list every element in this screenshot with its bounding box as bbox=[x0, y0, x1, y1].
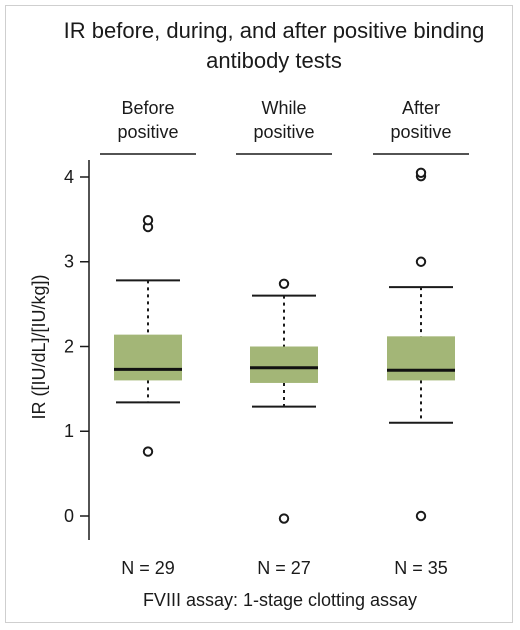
group-label-1-line-2: positive bbox=[117, 122, 178, 142]
y-tick-label-2: 2 bbox=[64, 336, 74, 356]
n-label-1: N = 29 bbox=[121, 558, 175, 578]
outlier-point bbox=[415, 510, 427, 522]
outlier-point bbox=[278, 513, 290, 524]
group-label-1-line-1: Before bbox=[121, 98, 174, 118]
chart-title-line-2: antibody tests bbox=[206, 48, 342, 73]
group-label-2-line-1: While bbox=[261, 98, 306, 118]
chart-title-line-1: IR before, during, and after positive bi… bbox=[64, 18, 485, 43]
iqr-box bbox=[250, 346, 318, 383]
y-axis: 0 1 2 3 4 bbox=[64, 160, 90, 540]
n-label-3: N = 35 bbox=[394, 558, 448, 578]
figure-frame bbox=[5, 5, 513, 623]
outlier-point bbox=[278, 278, 290, 289]
n-label-2: N = 27 bbox=[257, 558, 311, 578]
box-group-3: After positive N = 35 bbox=[373, 98, 469, 578]
group-label-2-line-2: positive bbox=[253, 122, 314, 142]
iqr-box bbox=[114, 334, 182, 381]
chart-title: IR before, during, and after positive bi… bbox=[64, 18, 485, 73]
box-groups: Before positive N = 29 While positive N = 27 A… bbox=[100, 98, 469, 578]
group-label-3-line-2: positive bbox=[390, 122, 451, 142]
outlier-point bbox=[142, 446, 154, 457]
y-tick-label-0: 0 bbox=[64, 506, 74, 526]
x-axis-title: FVIII assay: 1-stage clotting assay bbox=[143, 590, 417, 610]
iqr-box bbox=[387, 336, 455, 381]
y-axis-title: IR ([IU/dL]/[IU/kg]) bbox=[29, 274, 49, 419]
y-tick-label-1: 1 bbox=[64, 421, 74, 441]
y-tick-label-4: 4 bbox=[64, 167, 74, 187]
box-group-2: While positive N = 27 bbox=[236, 98, 332, 578]
box-group-1: Before positive N = 29 bbox=[100, 98, 196, 578]
group-label-3-line-1: After bbox=[402, 98, 440, 118]
outlier-point bbox=[415, 167, 427, 178]
y-tick-label-3: 3 bbox=[64, 252, 74, 272]
outlier-point bbox=[142, 215, 154, 226]
outlier-point bbox=[415, 256, 427, 267]
